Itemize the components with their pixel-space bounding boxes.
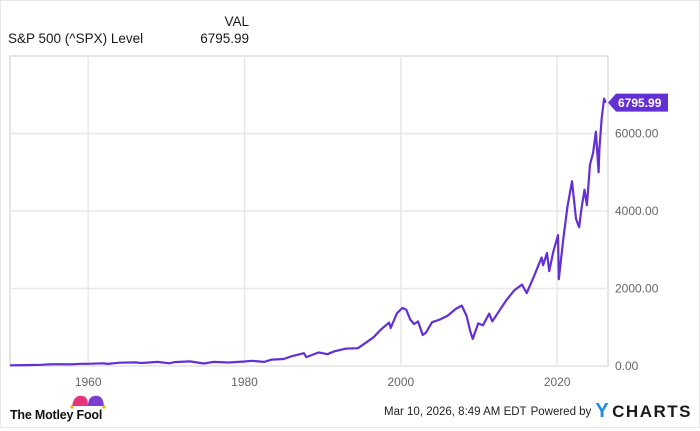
jester-hat-icon (70, 395, 106, 409)
motley-fool-wordmark: The Motley Fool (10, 408, 103, 422)
ycharts-logo[interactable]: Y CHARTS (595, 400, 692, 423)
grid-lines (9, 55, 609, 367)
y-tick-label: 4000.00 (615, 204, 659, 218)
y-tick-label: 2000.00 (615, 282, 659, 296)
x-tick-label: 1980 (231, 375, 258, 389)
x-tick-label: 1960 (75, 375, 102, 389)
y-axis-labels: 0.00 2000.00 4000.00 6000.00 (615, 127, 659, 374)
svg-text:6795.99: 6795.99 (618, 96, 662, 110)
x-tick-label: 2000 (387, 375, 414, 389)
ycharts-y-icon: Y (595, 400, 611, 422)
x-tick-label: 2020 (544, 375, 571, 389)
legend-series-value: 6795.99 (200, 31, 249, 46)
powered-by-text: Powered by (530, 405, 592, 418)
footer-attribution: Mar 10, 2026, 8:49 AM EDT Powered by Y C… (384, 400, 692, 423)
motley-fool-logo: The Motley Fool (8, 392, 108, 431)
y-tick-label: 6000.00 (615, 127, 659, 141)
last-value-tag: 6795.99 (608, 93, 668, 112)
series-line-spx[interactable] (9, 97, 607, 367)
y-tick-label: 0.00 (615, 359, 639, 373)
legend-series-name[interactable]: S&P 500 (^SPX) Level (8, 31, 144, 46)
ycharts-wordmark: CHARTS (612, 401, 692, 421)
timestamp: Mar 10, 2026, 8:49 AM EDT (384, 405, 527, 418)
legend-column-header: VAL (224, 14, 249, 29)
x-axis-labels: 1960 1980 2000 2020 (75, 375, 571, 389)
